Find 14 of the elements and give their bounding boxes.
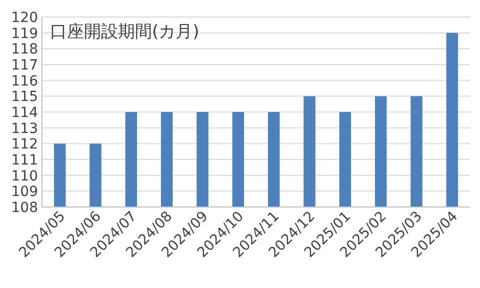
y-tick-label: 113 (11, 120, 38, 137)
y-tick-label: 117 (11, 58, 38, 74)
y-tick-label: 116 (11, 73, 38, 90)
y-tick-label: 114 (11, 105, 38, 121)
y-tick-label: 111 (11, 152, 38, 168)
y-tick-label: 110 (11, 168, 38, 184)
y-tick-label: 109 (11, 184, 38, 200)
y-tick-label: 120 (11, 10, 38, 26)
y-tick-label: 115 (11, 89, 38, 106)
y-tick-label: 118 (11, 42, 38, 58)
y-tick-label: 112 (11, 136, 38, 153)
chart-title: 口座開設期間(カ月) (50, 22, 200, 42)
y-tick-label: 119 (11, 26, 38, 42)
y-tick-label: 108 (11, 200, 38, 216)
